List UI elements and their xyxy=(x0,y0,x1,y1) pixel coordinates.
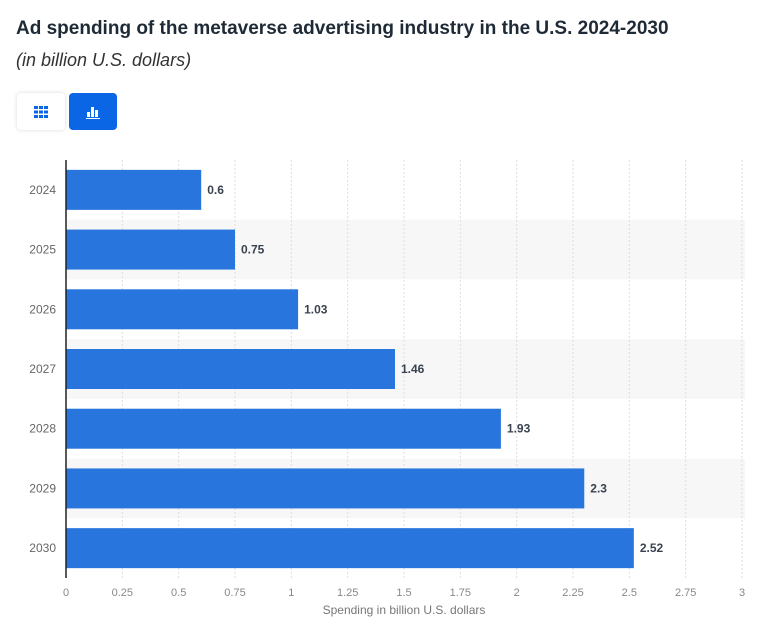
x-axis-label: Spending in billion U.S. dollars xyxy=(323,603,486,617)
bar-chart-icon xyxy=(86,106,100,119)
x-tick-label: 0.25 xyxy=(112,587,133,599)
bar xyxy=(66,468,585,509)
bar xyxy=(66,528,634,569)
table-view-button[interactable] xyxy=(17,93,65,130)
y-tick-label: 2025 xyxy=(29,243,56,257)
data-label: 2.52 xyxy=(640,541,664,555)
x-tick-label: 2 xyxy=(514,587,520,599)
bar xyxy=(66,169,202,210)
data-label: 2.3 xyxy=(590,481,607,495)
x-tick-label: 2.25 xyxy=(562,587,583,599)
x-tick-label: 1 xyxy=(288,587,294,599)
data-label: 0.75 xyxy=(241,243,265,257)
y-tick-label: 2030 xyxy=(29,541,56,555)
data-label: 0.6 xyxy=(207,183,224,197)
data-label: 1.03 xyxy=(304,302,328,316)
chart-view-button[interactable] xyxy=(69,93,117,130)
bar xyxy=(66,229,235,270)
chart-subtitle: (in billion U.S. dollars) xyxy=(16,50,192,70)
bar xyxy=(66,349,395,389)
x-tick-label: 2.75 xyxy=(675,587,696,599)
y-tick-label: 2026 xyxy=(29,302,56,316)
chart-title: Ad spending of the metaverse advertising… xyxy=(16,18,669,39)
y-tick-label: 2024 xyxy=(29,183,56,197)
x-tick-label: 3 xyxy=(739,587,745,599)
x-tick-label: 2.5 xyxy=(622,587,637,599)
x-tick-label: 1.75 xyxy=(450,587,471,599)
x-tick-label: 0 xyxy=(63,587,69,599)
x-tick-label: 0.5 xyxy=(171,587,186,599)
x-tick-label: 1.5 xyxy=(396,587,411,599)
x-tick-label: 1.25 xyxy=(337,587,358,599)
y-tick-label: 2029 xyxy=(29,481,56,495)
bar xyxy=(66,408,501,449)
grid-icon xyxy=(34,105,48,118)
data-label: 1.93 xyxy=(507,422,531,436)
data-label: 1.46 xyxy=(401,362,425,376)
y-tick-label: 2028 xyxy=(29,422,56,436)
y-tick-label: 2027 xyxy=(29,362,56,376)
bar xyxy=(66,289,299,330)
x-tick-label: 0.75 xyxy=(224,587,245,599)
